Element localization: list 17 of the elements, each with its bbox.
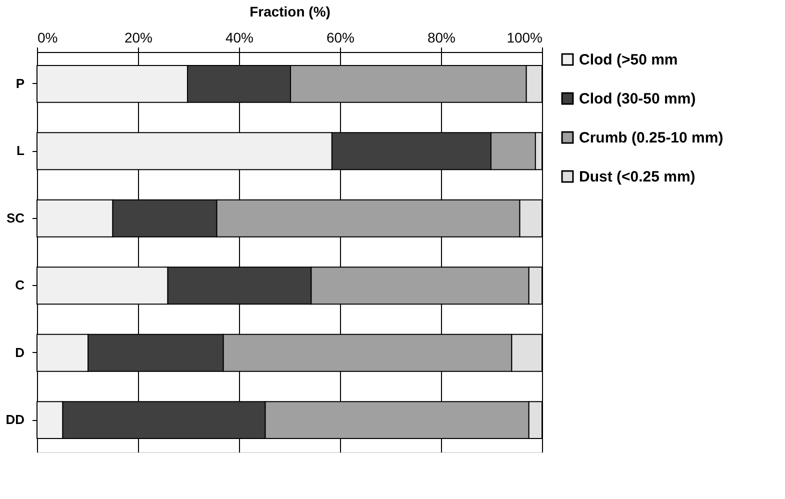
y-tick-label: L (16, 143, 25, 158)
x-axis-title: Fraction (%) (250, 4, 330, 20)
y-tick-label: C (15, 278, 26, 293)
y-tick-label: D (15, 344, 24, 360)
legend-label: Clod (30-50 mm) (579, 90, 696, 108)
x-tick-label: 80% (427, 30, 456, 46)
legend-label: Clod (>50 mm (579, 52, 678, 68)
y-tick-label: SC (6, 210, 26, 226)
x-tick-label: 40% (225, 30, 254, 46)
y-tick-label: P (16, 76, 25, 91)
x-tick-label: 60% (326, 30, 355, 46)
y-tick-label: DD (6, 412, 24, 428)
legend-label: Crumb (0.25-10 mm) (579, 130, 724, 146)
x-tick-label: 100% (506, 30, 542, 46)
legend-label: Dust (<0.25 mm) (579, 168, 696, 186)
x-tick-label: 0% (38, 30, 58, 46)
x-tick-label: 20% (124, 30, 153, 46)
